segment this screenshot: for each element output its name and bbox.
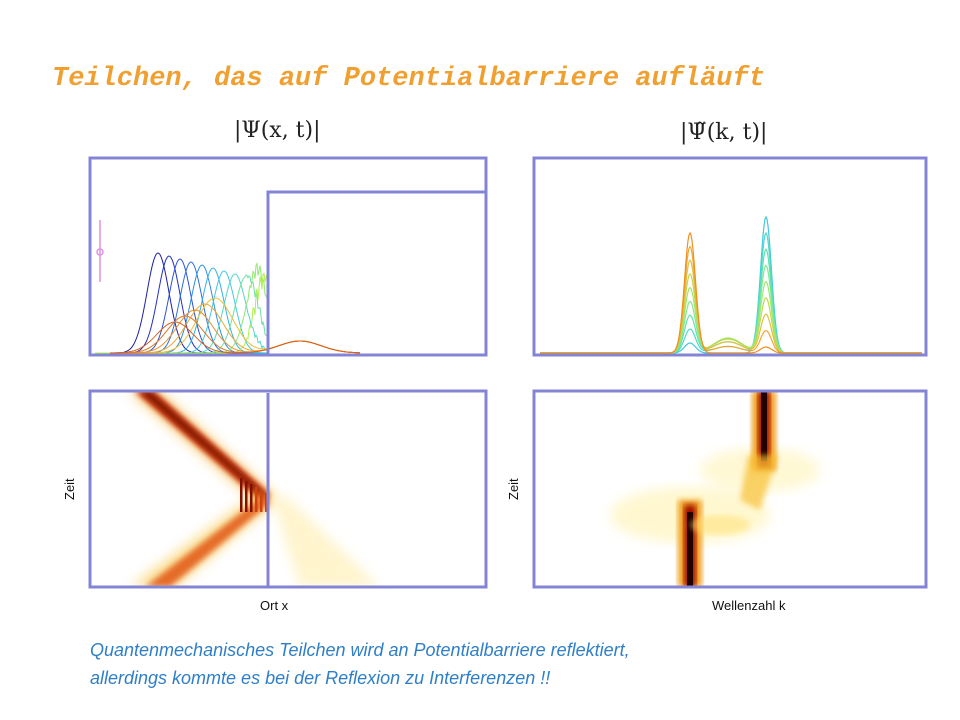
kt-frame [532,389,928,589]
psi-x-curve [95,261,269,354]
interference-stripe [255,487,258,512]
psi-x-curve [95,273,269,354]
caption-line-2: allerdings kommte es bei der Reflexion z… [90,668,551,688]
y-axis-label-right: Zeit [506,478,521,500]
psi-x-frame [88,156,488,357]
psi-k-frame [532,156,928,357]
psi-k-curves [540,215,922,354]
psi-x-curve [95,264,268,354]
x-axis-label-left: Ort x [260,598,289,613]
psi-x-curve [95,272,269,354]
psi-k-plot [532,156,928,357]
kt-heatmap [532,389,928,589]
psi-k-curve [540,272,922,354]
interference-stripe [260,490,263,512]
y-axis-label-left: Zeit [62,478,77,500]
psi-x-curve [95,261,268,354]
caption-line-1: Quantenmechanisches Teilchen wird an Pot… [90,640,630,660]
interference-stripe [265,493,268,512]
xt-heatmap [88,389,488,589]
psi-x-reflected-curve [109,321,361,354]
psi-k-curve [540,231,922,354]
psi-x-reflected-curve [110,315,361,354]
psi-x-label: |Ψ(x, t)| [234,118,321,143]
psi-x-curves [95,252,361,354]
psi-k-curve [540,231,922,354]
error-bar-marker [96,220,104,282]
psi-k-curve [540,248,922,354]
slide-title: Teilchen, das auf Potentialbarriere aufl… [52,64,765,94]
interference-stripe [245,481,248,512]
psi-k-curve [540,215,922,354]
barrier-box [266,190,486,355]
psi-k-label: |Ψ̃(k, t)| [680,120,768,145]
xt-frame [88,389,488,589]
psi-x-curve [95,258,268,354]
psi-x-curve [95,270,268,354]
psi-k-curve [540,245,922,354]
caption: Quantenmechanisches Teilchen wird an Pot… [90,636,890,692]
x-axis-label-right: Wellenzahl k [712,598,786,613]
psi-x-plot [88,156,488,357]
interference-stripe [240,478,243,512]
interference-stripe [250,484,253,512]
